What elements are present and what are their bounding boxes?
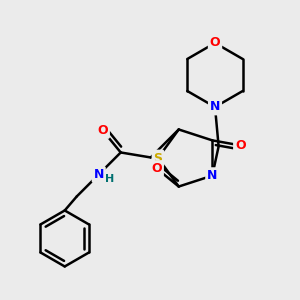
Text: N: N	[210, 100, 220, 113]
Text: O: O	[152, 162, 162, 175]
Text: N: N	[207, 169, 217, 182]
Text: O: O	[235, 139, 246, 152]
Text: N: N	[94, 168, 104, 181]
Text: H: H	[105, 175, 114, 184]
Text: O: O	[210, 37, 220, 50]
Text: S: S	[154, 152, 163, 164]
Text: O: O	[98, 124, 108, 137]
